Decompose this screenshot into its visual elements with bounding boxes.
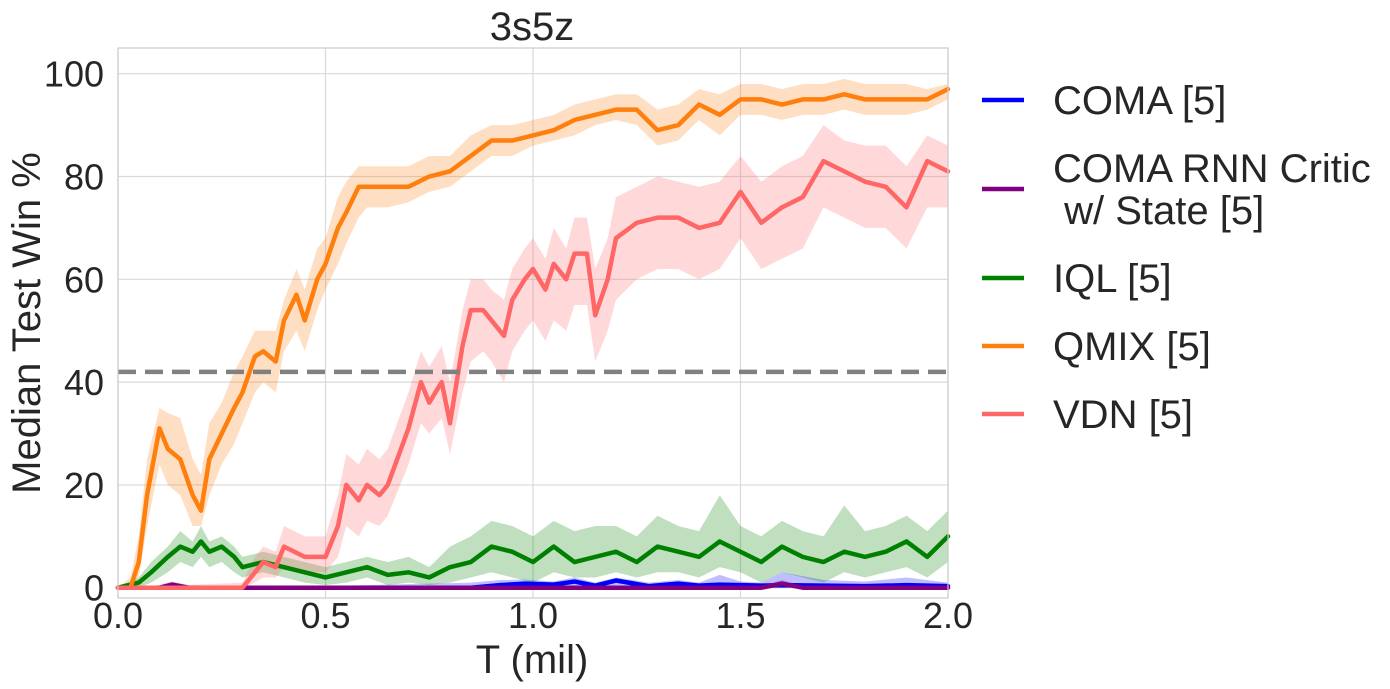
x-axis-title: T (mil) xyxy=(476,638,589,682)
legend-label: COMA RNN Critic w/ State [5] xyxy=(1053,147,1371,233)
x-tick-label: 1.5 xyxy=(715,595,765,636)
chart-title: 3s5z xyxy=(490,5,575,49)
series-band xyxy=(118,78,948,588)
series-line xyxy=(115,86,951,590)
y-tick-label: 80 xyxy=(64,157,104,198)
y-axis-title: Median Test Win % xyxy=(5,152,49,494)
tick-labels: 0.0 0.5 1.0 1.5 2.0 0 20 40 60 80 100 xyxy=(44,54,973,636)
legend-label: COMA [5] xyxy=(1053,79,1226,123)
legend-label: IQL [5] xyxy=(1053,257,1172,301)
x-tick-label: 0.0 xyxy=(93,595,143,636)
y-tick-label: 0 xyxy=(84,568,104,609)
x-tick-label: 1.0 xyxy=(508,595,558,636)
series-band xyxy=(118,495,948,588)
series-lines xyxy=(115,86,951,590)
legend-label: QMIX [5] xyxy=(1053,325,1211,369)
y-tick-label: 20 xyxy=(64,465,104,506)
legend-label: VDN [5] xyxy=(1053,393,1193,437)
plot-frame xyxy=(117,47,949,599)
y-tick-label: 100 xyxy=(44,54,104,95)
y-tick-label: 40 xyxy=(64,362,104,403)
series-line xyxy=(115,534,951,590)
legend: COMA [5] COMA RNN Critic w/ State [5] IQL … xyxy=(982,79,1371,437)
x-tick-label: 2.0 xyxy=(923,595,973,636)
y-tick-label: 60 xyxy=(64,259,104,300)
series-line xyxy=(115,158,951,590)
x-tick-label: 0.5 xyxy=(300,595,350,636)
series-band xyxy=(118,125,948,588)
grid xyxy=(117,48,949,598)
